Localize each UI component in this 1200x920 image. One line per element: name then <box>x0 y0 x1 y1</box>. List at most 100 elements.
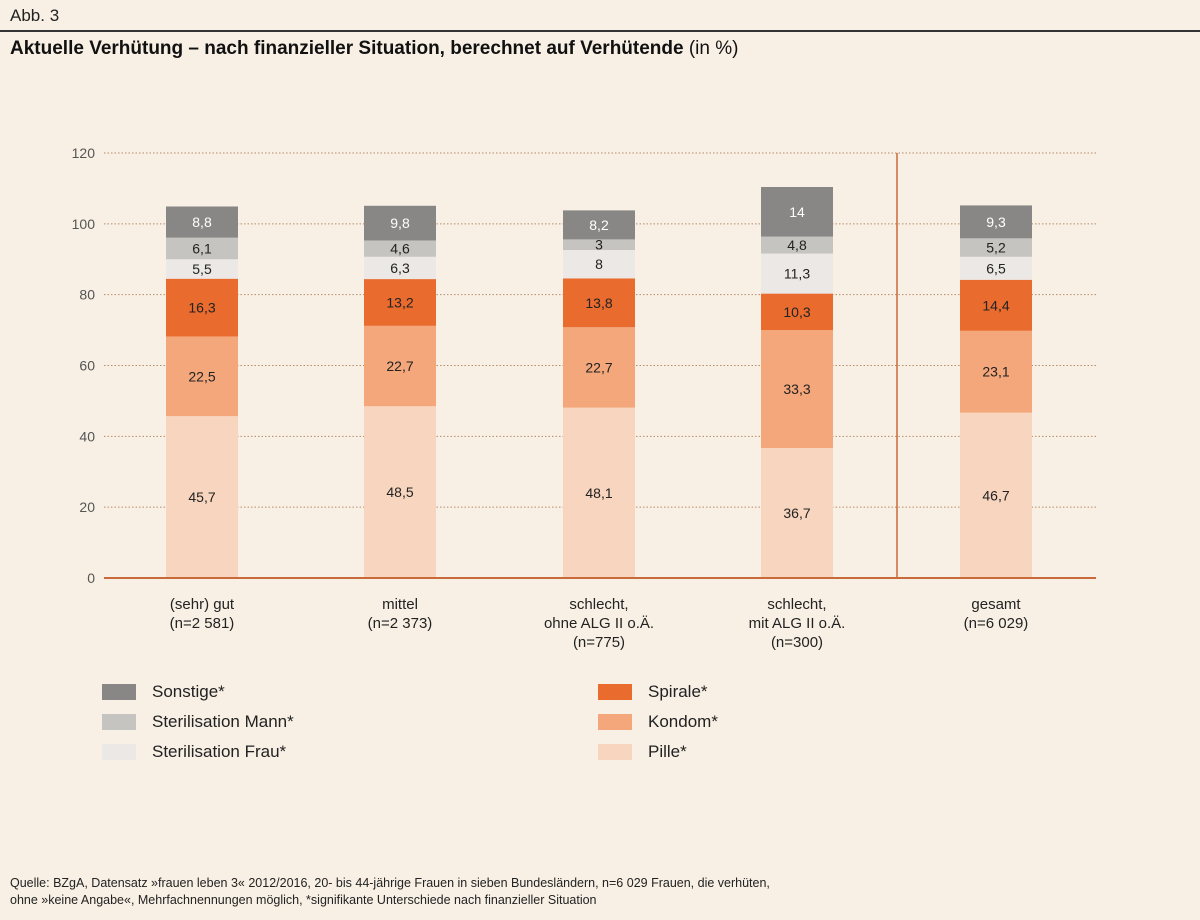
data-label-sterilisation-mann-0: 6,1 <box>192 240 212 256</box>
figure-label: Abb. 3 <box>10 6 60 25</box>
legend-swatch-sterilisation-frau <box>102 744 136 760</box>
bar-segment-sterilisation-frau-3 <box>761 253 833 294</box>
x-category-label-0-1: (n=2 581) <box>170 615 235 632</box>
y-tick-label-40: 40 <box>79 428 95 444</box>
x-category-label-4-1: (n=6 029) <box>964 615 1029 632</box>
legend-label-kondom: Kondom* <box>648 712 718 731</box>
legend-label-sterilisation-frau: Sterilisation Frau* <box>152 742 287 761</box>
bar-segment-spirale-3 <box>761 293 833 331</box>
legend-label-pille: Pille* <box>648 742 687 761</box>
bar-segment-sonstige-3 <box>761 187 833 237</box>
bar-segment-pille-2 <box>563 407 635 578</box>
data-label-sterilisation-frau-0: 5,5 <box>192 261 212 277</box>
bar-segment-sterilisation-frau-2 <box>563 250 635 279</box>
data-label-sterilisation-frau-4: 6,5 <box>986 260 1006 276</box>
bar-segment-spirale-1 <box>364 279 436 326</box>
bar-segment-sonstige-1 <box>364 205 436 241</box>
x-category-label-2-0: schlecht, <box>569 596 628 613</box>
legend-label-sonstige: Sonstige* <box>152 682 225 701</box>
x-category-label-2-1: ohne ALG II o.Ä. <box>544 615 654 632</box>
x-category-label-3-0: schlecht, <box>767 596 826 613</box>
data-label-sonstige-2: 8,2 <box>589 217 609 233</box>
data-label-pille-2: 48,1 <box>585 485 612 501</box>
bar-segment-sterilisation-frau-1 <box>364 256 436 280</box>
data-label-spirale-1: 13,2 <box>386 294 413 310</box>
y-tick-label-80: 80 <box>79 287 95 303</box>
y-tick-label-20: 20 <box>79 499 95 515</box>
data-label-sonstige-4: 9,3 <box>986 214 1006 230</box>
bar-segment-kondom-2 <box>563 327 635 408</box>
data-label-spirale-4: 14,4 <box>982 297 1009 313</box>
data-label-sterilisation-frau-3: 11,3 <box>784 266 810 282</box>
chart-title: Aktuelle Verhütung – nach finanzieller S… <box>10 38 738 60</box>
y-tick-label-120: 120 <box>72 145 96 161</box>
data-label-pille-1: 48,5 <box>386 484 413 500</box>
bar-segment-sterilisation-mann-1 <box>364 240 436 257</box>
legend-swatch-pille <box>598 744 632 760</box>
data-label-pille-3: 36,7 <box>783 505 810 521</box>
bar-segment-pille-3 <box>761 448 833 578</box>
bar-segment-sonstige-4 <box>960 205 1032 239</box>
source-line-2: ohne »keine Angabe«, Mehrfachnennungen m… <box>10 893 597 907</box>
data-label-pille-4: 46,7 <box>982 487 1009 503</box>
data-label-sonstige-1: 9,8 <box>390 215 410 231</box>
bar-segment-sterilisation-mann-4 <box>960 238 1032 257</box>
data-label-sterilisation-mann-1: 4,6 <box>390 241 410 257</box>
bar-segment-pille-0 <box>166 416 238 578</box>
data-label-sonstige-3: 14 <box>789 204 805 220</box>
x-category-label-3-2: (n=300) <box>771 634 823 651</box>
bar-segment-kondom-1 <box>364 325 436 407</box>
x-category-label-1-0: mittel <box>382 596 418 613</box>
legend-item-sterilisation-frau: Sterilisation Frau* <box>102 742 286 762</box>
chart-title-unit: (in %) <box>688 38 739 59</box>
x-category-label-0-0: (sehr) gut <box>170 596 235 613</box>
y-tick-label-100: 100 <box>72 216 96 232</box>
legend-item-spirale: Spirale* <box>598 682 708 702</box>
data-label-sterilisation-mann-4: 5,2 <box>986 240 1006 256</box>
legend-item-pille: Pille* <box>598 742 687 762</box>
x-category-label-1-1: (n=2 373) <box>368 615 433 632</box>
data-label-kondom-0: 22,5 <box>188 368 215 384</box>
data-label-sterilisation-frau-1: 6,3 <box>390 260 410 276</box>
bar-segment-kondom-0 <box>166 336 238 417</box>
bar-segment-sterilisation-mann-0 <box>166 237 238 260</box>
data-label-kondom-1: 22,7 <box>386 358 413 374</box>
bar-segment-pille-1 <box>364 406 436 578</box>
bar-segment-sonstige-2 <box>563 210 635 240</box>
chart-title-text: Aktuelle Verhütung – nach finanzieller S… <box>10 38 684 59</box>
bar-segment-pille-4 <box>960 412 1032 578</box>
legend-label-sterilisation-mann: Sterilisation Mann* <box>152 712 294 731</box>
data-label-spirale-0: 16,3 <box>188 300 215 316</box>
data-label-sterilisation-mann-3: 4,8 <box>787 237 807 253</box>
legend-swatch-sterilisation-mann <box>102 714 136 730</box>
bar-segment-spirale-2 <box>563 278 635 328</box>
top-rule <box>0 30 1200 32</box>
data-label-kondom-4: 23,1 <box>982 364 1009 380</box>
bar-segment-sterilisation-frau-0 <box>166 259 238 279</box>
bar-segment-sterilisation-frau-4 <box>960 256 1032 280</box>
bar-segment-kondom-3 <box>761 330 833 449</box>
data-label-pille-0: 45,7 <box>188 489 215 505</box>
stacked-bar-chart: 0 20 40 60 80 100 120 45,7 22,5 16,3 5,5 6,1 8,8 (seh… <box>72 145 1096 651</box>
legend-swatch-sonstige <box>102 684 136 700</box>
legend-swatch-kondom <box>598 714 632 730</box>
y-tick-label-60: 60 <box>79 358 95 374</box>
bar-segment-sonstige-0 <box>166 206 238 238</box>
legend-item-sonstige: Sonstige* <box>102 682 225 702</box>
bar-segment-spirale-0 <box>166 278 238 337</box>
data-label-spirale-2: 13,8 <box>585 295 612 311</box>
x-category-label-4-0: gesamt <box>971 596 1021 613</box>
legend-label-spirale: Spirale* <box>648 682 708 701</box>
bar-segment-sterilisation-mann-3 <box>761 236 833 254</box>
bar-segment-kondom-4 <box>960 330 1032 413</box>
x-category-label-3-1: mit ALG II o.Ä. <box>749 615 846 632</box>
data-label-kondom-2: 22,7 <box>585 359 612 375</box>
bar-segment-sterilisation-mann-2 <box>563 239 635 251</box>
source-note: Quelle: BZgA, Datensatz »frauen leben 3«… <box>10 875 1190 909</box>
data-label-spirale-3: 10,3 <box>783 304 810 320</box>
data-label-sonstige-0: 8,8 <box>192 214 212 230</box>
legend-item-sterilisation-mann: Sterilisation Mann* <box>102 712 294 732</box>
x-category-label-2-2: (n=775) <box>573 634 625 651</box>
legend-swatch-spirale <box>598 684 632 700</box>
data-label-sterilisation-frau-2: 8 <box>595 256 603 272</box>
